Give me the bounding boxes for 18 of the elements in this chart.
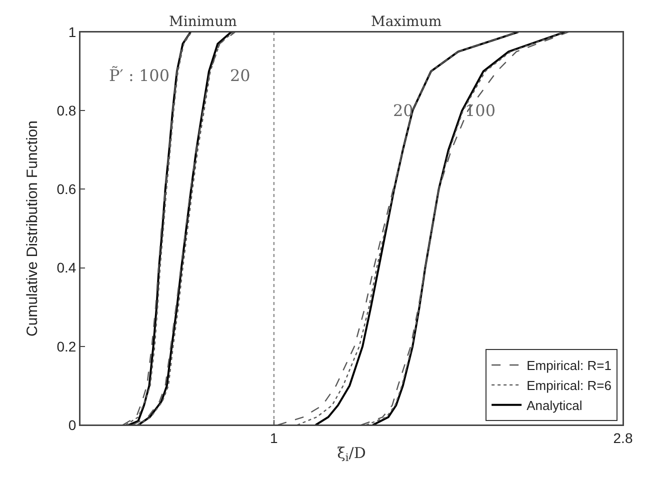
y-tick-label: 0.4 [56,260,76,276]
x-axis-title: ξ$_{i}$/D [337,444,366,464]
y-tick-label: 0.6 [56,181,76,198]
annotation: 20 [393,101,414,120]
x-tick-label: 2.8 [613,430,633,446]
y-tick-label: 0 [68,416,76,433]
annotation: 20 [230,66,250,85]
legend-label: Empirical: R=6 [526,378,612,393]
y-axis-title: Cumulative Distribution Function [24,120,41,336]
legend-label: Analytical [526,398,582,413]
text: Maximum [371,14,442,30]
legend-label: Empirical: R=1 [526,358,612,374]
annotation: 100 [465,101,496,120]
y-tick-label: 0.2 [56,338,76,354]
text: Minimum [169,14,237,30]
y-tick-label: 1 [68,24,76,40]
annotation: P̃′ : 100 [109,66,170,85]
y-tick-label: 0.8 [56,102,76,118]
